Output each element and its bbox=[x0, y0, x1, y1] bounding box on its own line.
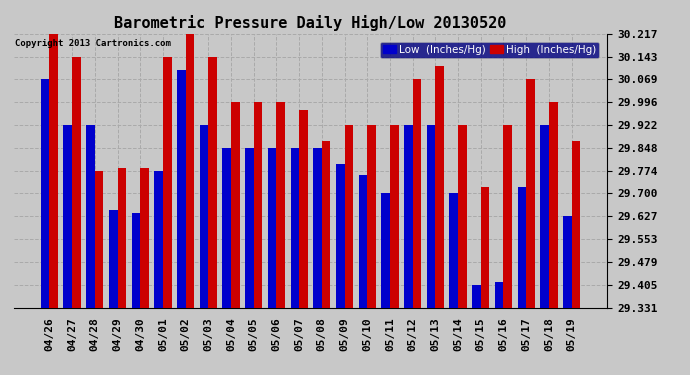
Bar bbox=[231, 102, 239, 308]
Bar bbox=[86, 125, 95, 308]
Bar bbox=[481, 187, 489, 308]
Bar bbox=[571, 141, 580, 308]
Bar bbox=[140, 168, 149, 308]
Bar bbox=[504, 125, 512, 308]
Bar bbox=[367, 125, 376, 308]
Bar bbox=[526, 80, 535, 308]
Bar bbox=[155, 171, 163, 308]
Bar bbox=[549, 102, 558, 308]
Bar bbox=[254, 102, 262, 308]
Bar bbox=[518, 187, 526, 308]
Bar bbox=[299, 110, 308, 308]
Bar bbox=[63, 125, 72, 308]
Bar bbox=[245, 148, 254, 308]
Bar bbox=[177, 70, 186, 308]
Bar bbox=[95, 171, 103, 308]
Bar bbox=[313, 148, 322, 308]
Bar bbox=[540, 125, 549, 308]
Bar bbox=[163, 57, 172, 308]
Bar bbox=[359, 175, 367, 308]
Bar bbox=[199, 125, 208, 308]
Bar bbox=[208, 57, 217, 308]
Bar bbox=[336, 164, 344, 308]
Title: Barometric Pressure Daily High/Low 20130520: Barometric Pressure Daily High/Low 20130… bbox=[115, 15, 506, 31]
Bar bbox=[344, 125, 353, 308]
Bar bbox=[495, 282, 504, 308]
Bar bbox=[290, 148, 299, 308]
Bar bbox=[41, 80, 50, 308]
Bar bbox=[117, 168, 126, 308]
Bar bbox=[277, 102, 285, 308]
Bar bbox=[50, 34, 58, 308]
Text: Copyright 2013 Cartronics.com: Copyright 2013 Cartronics.com bbox=[15, 39, 171, 48]
Bar bbox=[132, 213, 140, 308]
Bar bbox=[426, 125, 435, 308]
Bar bbox=[268, 148, 277, 308]
Bar bbox=[390, 125, 399, 308]
Bar bbox=[435, 66, 444, 308]
Bar bbox=[563, 216, 571, 308]
Bar bbox=[404, 125, 413, 308]
Bar bbox=[322, 141, 331, 308]
Bar bbox=[222, 148, 231, 308]
Bar bbox=[382, 194, 390, 308]
Bar bbox=[449, 194, 458, 308]
Bar bbox=[458, 125, 466, 308]
Legend: Low  (Inches/Hg), High  (Inches/Hg): Low (Inches/Hg), High (Inches/Hg) bbox=[380, 42, 599, 58]
Bar bbox=[472, 285, 481, 308]
Bar bbox=[109, 210, 117, 308]
Bar bbox=[72, 57, 81, 308]
Bar bbox=[413, 80, 422, 308]
Bar bbox=[186, 34, 195, 308]
